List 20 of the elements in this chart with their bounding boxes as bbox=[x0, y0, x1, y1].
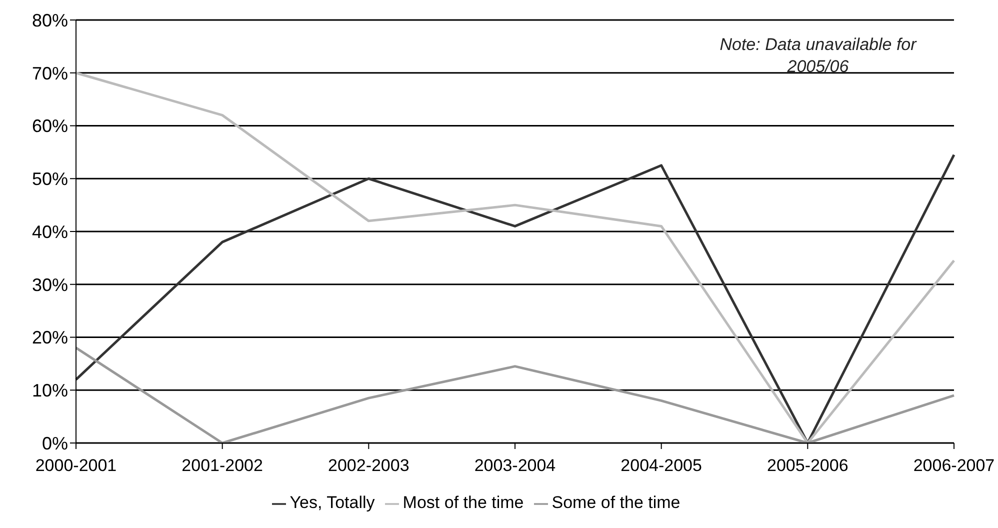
y-tick-label: 80% bbox=[32, 10, 68, 30]
y-tick-label: 60% bbox=[32, 116, 68, 136]
annotation: Note: Data unavailable for 2005/06 bbox=[718, 34, 918, 78]
x-tick-label: 2002-2003 bbox=[328, 456, 410, 476]
x-tick-label: 2006-2007 bbox=[913, 456, 995, 476]
legend-label: Most of the time bbox=[402, 493, 524, 512]
y-tick-label: 10% bbox=[32, 380, 68, 401]
y-tick-label: 20% bbox=[32, 328, 68, 348]
y-tick-label: 0% bbox=[42, 433, 68, 454]
y-tick-label: 50% bbox=[32, 169, 68, 190]
x-tick-label: 2003-2004 bbox=[474, 456, 556, 476]
x-tick-label: 2000-2001 bbox=[35, 456, 117, 476]
x-tick-label: 2001-2002 bbox=[182, 456, 263, 476]
legend-label: Yes, Totally bbox=[290, 493, 375, 512]
legend-label: Some of the time bbox=[552, 493, 680, 512]
y-tick-label: 70% bbox=[32, 63, 68, 84]
y-tick-label: 40% bbox=[32, 222, 68, 242]
x-tick-label: 2005-2006 bbox=[767, 456, 848, 476]
y-tick-label: 30% bbox=[32, 274, 68, 295]
x-tick-label: 2004-2005 bbox=[620, 456, 702, 476]
